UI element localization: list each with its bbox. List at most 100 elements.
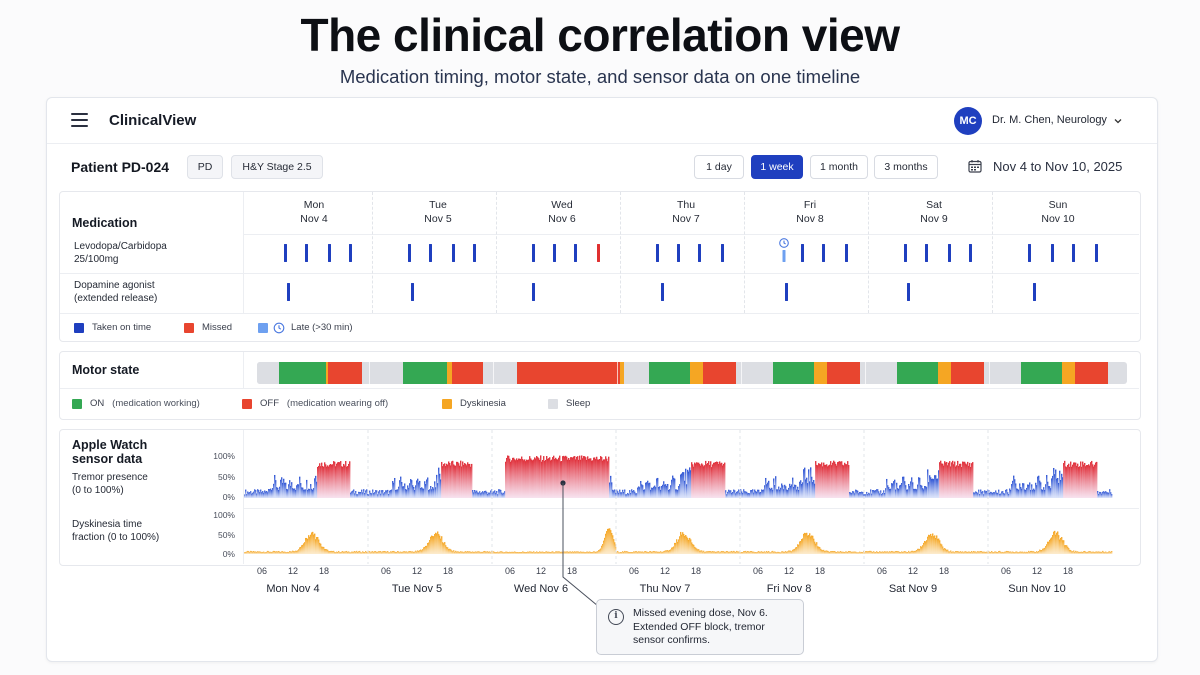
motor-segment-on[interactable] [648, 362, 690, 384]
motor-segment-sleep[interactable] [361, 362, 380, 384]
dose-marker-taken[interactable] [408, 244, 412, 262]
motor-segment-sleep[interactable] [736, 362, 752, 384]
motor-segment-dyskinesia[interactable] [325, 362, 329, 384]
dose-marker-taken[interactable] [472, 244, 476, 262]
dose-marker-taken[interactable] [968, 244, 972, 262]
brand-name[interactable]: ClinicalView [109, 112, 197, 129]
motor-segment-dyskinesia[interactable] [1062, 362, 1075, 384]
date-range[interactable]: Nov 4 to Nov 10, 2025 [993, 159, 1123, 174]
motor-segment-off[interactable] [1074, 362, 1109, 384]
tremor-sample [992, 492, 994, 498]
dose-marker-taken[interactable] [821, 244, 825, 262]
motor-segment-sleep[interactable] [504, 362, 517, 384]
dose-marker-taken[interactable] [720, 244, 724, 262]
dose-marker-taken[interactable] [1033, 283, 1037, 301]
tremor-sample [603, 459, 605, 498]
dose-marker-taken[interactable] [532, 283, 536, 301]
dose-marker-taken[interactable] [328, 244, 332, 262]
dyskinesia-sample [652, 551, 654, 554]
motor-segment-sleep[interactable] [380, 362, 404, 384]
motor-segment-sleep[interactable] [1000, 362, 1021, 384]
dyskinesia-sample [323, 546, 325, 554]
motor-segment-off[interactable] [950, 362, 985, 384]
motor-segment-dyskinesia[interactable] [690, 362, 703, 384]
sensor-charts[interactable] [243, 430, 1139, 564]
dose-marker-taken[interactable] [348, 244, 352, 262]
dose-marker-taken[interactable] [656, 244, 660, 262]
dose-marker-taken[interactable] [661, 283, 665, 301]
tremor-sample [699, 464, 701, 498]
dose-marker-taken[interactable] [1051, 244, 1055, 262]
dyskinesia-sample [1077, 551, 1079, 554]
dyskinesia-sample [681, 534, 683, 554]
motor-segment-sleep[interactable] [860, 362, 876, 384]
dose-marker-taken[interactable] [410, 283, 414, 301]
range-1-week-button[interactable]: 1 week [751, 155, 803, 179]
motor-segment-sleep[interactable] [984, 362, 1000, 384]
dyskinesia-sample [666, 550, 668, 554]
motor-segment-sleep[interactable] [628, 362, 649, 384]
dyskinesia-sample [475, 551, 477, 554]
motor-segment-dyskinesia[interactable] [447, 362, 453, 384]
motor-segment-on[interactable] [896, 362, 938, 384]
day-header-wed: Wed Nov 6 [500, 198, 624, 226]
x-tick-label: 18 [442, 566, 453, 576]
dose-marker-taken[interactable] [785, 283, 789, 301]
dyskinesia-sample [859, 551, 861, 554]
motor-segment-sleep[interactable] [623, 362, 628, 384]
motor-segment-on[interactable] [279, 362, 326, 384]
chevron-down-icon[interactable] [1113, 116, 1123, 126]
dose-marker-taken[interactable] [697, 244, 701, 262]
dose-marker-taken[interactable] [1095, 244, 1099, 262]
range-3-months-button[interactable]: 3 months [874, 155, 938, 179]
dose-marker-late[interactable] [777, 238, 791, 264]
hamburger-menu-icon[interactable] [71, 113, 88, 127]
motor-segment-off[interactable] [826, 362, 861, 384]
tremor-sample [991, 492, 993, 498]
range-1-day-button[interactable]: 1 day [694, 155, 744, 179]
avatar[interactable]: MC [954, 107, 982, 135]
motor-segment-sleep[interactable] [257, 362, 280, 384]
dose-marker-taken[interactable] [573, 244, 577, 262]
user-name[interactable]: Dr. M. Chen, Neurology [992, 114, 1107, 126]
motor-segment-sleep[interactable] [1108, 362, 1124, 384]
motor-segment-off[interactable] [452, 362, 484, 384]
tremor-sample [362, 492, 364, 498]
motor-segment-off[interactable] [516, 362, 621, 384]
dose-marker-taken[interactable] [800, 244, 804, 262]
dose-marker-taken[interactable] [844, 244, 848, 262]
dose-marker-taken[interactable] [906, 283, 910, 301]
dyskinesia-sample [723, 551, 725, 554]
dose-marker-taken[interactable] [452, 244, 456, 262]
motor-segment-on[interactable] [1020, 362, 1062, 384]
motor-segment-sleep[interactable] [876, 362, 897, 384]
dose-marker-taken[interactable] [286, 283, 290, 301]
motor-segment-off[interactable] [328, 362, 362, 384]
tremor-sample [1072, 464, 1074, 498]
motor-segment-dyskinesia[interactable] [938, 362, 951, 384]
dose-marker-taken[interactable] [284, 244, 288, 262]
tremor-sample [543, 456, 545, 498]
dose-marker-taken[interactable] [532, 244, 536, 262]
dyskinesia-sample [510, 552, 512, 554]
x-tick-label: 06 [1000, 566, 1011, 576]
motor-segment-off[interactable] [702, 362, 737, 384]
motor-segment-dyskinesia[interactable] [814, 362, 827, 384]
dose-marker-taken[interactable] [924, 244, 928, 262]
motor-state-bar[interactable] [257, 362, 1127, 384]
dose-marker-taken[interactable] [428, 244, 432, 262]
dose-marker-taken[interactable] [676, 244, 680, 262]
dose-marker-taken[interactable] [1072, 244, 1076, 262]
motor-segment-sleep[interactable] [752, 362, 773, 384]
dose-marker-taken[interactable] [948, 244, 952, 262]
dose-marker-missed[interactable] [596, 244, 600, 262]
dose-marker-taken[interactable] [304, 244, 308, 262]
motor-segment-dyskinesia[interactable] [620, 362, 624, 384]
range-1-month-button[interactable]: 1 month [810, 155, 868, 179]
motor-segment-on[interactable] [403, 362, 448, 384]
motor-segment-on[interactable] [772, 362, 814, 384]
dose-marker-taken[interactable] [904, 244, 908, 262]
dose-marker-taken[interactable] [552, 244, 556, 262]
dose-marker-taken[interactable] [1028, 244, 1032, 262]
calendar-icon[interactable] [968, 159, 982, 173]
